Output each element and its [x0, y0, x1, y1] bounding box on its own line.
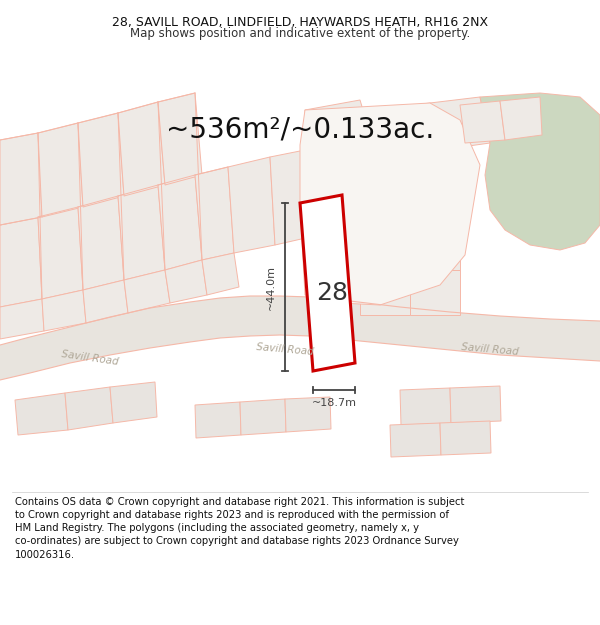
Polygon shape [78, 196, 124, 290]
Polygon shape [430, 97, 490, 150]
Polygon shape [410, 120, 460, 170]
Polygon shape [0, 296, 600, 380]
Polygon shape [410, 170, 460, 220]
Text: co-ordinates) are subject to Crown copyright and database rights 2023 Ordnance S: co-ordinates) are subject to Crown copyr… [15, 536, 459, 546]
Polygon shape [124, 270, 170, 313]
Polygon shape [118, 102, 165, 196]
Polygon shape [305, 100, 375, 150]
Polygon shape [38, 207, 83, 299]
Polygon shape [158, 93, 202, 185]
Polygon shape [165, 260, 207, 303]
Polygon shape [83, 280, 128, 323]
Polygon shape [228, 157, 275, 253]
Polygon shape [202, 253, 239, 295]
Text: Contains OS data © Crown copyright and database right 2021. This information is : Contains OS data © Crown copyright and d… [15, 497, 464, 507]
Polygon shape [360, 120, 410, 170]
Polygon shape [440, 421, 491, 455]
Text: ~44.0m: ~44.0m [266, 264, 276, 309]
Polygon shape [480, 93, 600, 250]
Text: 28, SAVILL ROAD, LINDFIELD, HAYWARDS HEATH, RH16 2NX: 28, SAVILL ROAD, LINDFIELD, HAYWARDS HEA… [112, 16, 488, 29]
Polygon shape [390, 423, 441, 457]
Text: ~536m²/~0.133ac.: ~536m²/~0.133ac. [166, 116, 434, 144]
Polygon shape [15, 393, 68, 435]
Polygon shape [158, 175, 202, 270]
Polygon shape [410, 220, 460, 270]
Text: Savill Road: Savill Road [256, 342, 314, 357]
Polygon shape [42, 290, 86, 331]
Polygon shape [360, 220, 410, 270]
Polygon shape [118, 185, 165, 280]
Polygon shape [450, 386, 501, 423]
Text: Map shows position and indicative extent of the property.: Map shows position and indicative extent… [130, 28, 470, 41]
Polygon shape [0, 217, 42, 307]
Text: HM Land Registry. The polygons (including the associated geometry, namely x, y: HM Land Registry. The polygons (includin… [15, 523, 419, 533]
Polygon shape [38, 123, 83, 217]
Polygon shape [110, 382, 157, 423]
Polygon shape [240, 399, 286, 435]
Text: ~18.7m: ~18.7m [311, 398, 356, 408]
Polygon shape [375, 103, 440, 150]
Polygon shape [360, 170, 410, 220]
Polygon shape [195, 402, 241, 438]
Polygon shape [400, 388, 451, 425]
Text: Savill Road: Savill Road [461, 342, 519, 357]
Polygon shape [270, 150, 310, 245]
Text: to Crown copyright and database rights 2023 and is reproduced with the permissio: to Crown copyright and database rights 2… [15, 510, 449, 520]
Polygon shape [500, 97, 542, 140]
Polygon shape [285, 397, 331, 432]
Polygon shape [78, 113, 124, 207]
Polygon shape [300, 103, 480, 305]
Polygon shape [300, 195, 355, 371]
Polygon shape [360, 270, 410, 315]
Polygon shape [0, 299, 44, 339]
Polygon shape [65, 387, 113, 430]
Polygon shape [460, 101, 505, 143]
Polygon shape [340, 120, 360, 220]
Polygon shape [305, 120, 375, 183]
Polygon shape [195, 167, 234, 260]
Text: 100026316.: 100026316. [15, 549, 75, 559]
Text: Savill Road: Savill Road [61, 349, 119, 367]
Text: 28: 28 [317, 281, 349, 305]
Polygon shape [0, 133, 42, 225]
Polygon shape [410, 270, 460, 315]
